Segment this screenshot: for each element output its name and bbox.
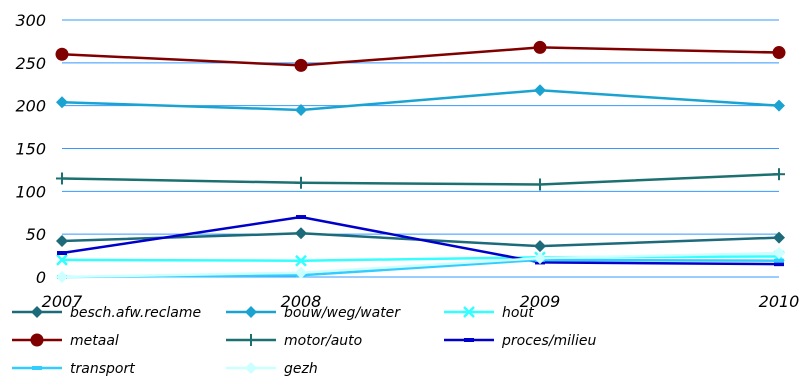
data-point	[534, 240, 546, 253]
series-line	[61, 215, 780, 266]
y-tick-label: 100	[15, 182, 46, 201]
data-point	[56, 172, 68, 185]
series-7	[56, 247, 785, 283]
data-point	[295, 227, 307, 240]
legend-marker	[464, 338, 474, 342]
legend-marker	[245, 334, 257, 346]
series-line	[61, 255, 780, 262]
data-point	[295, 266, 307, 279]
data-point	[295, 254, 307, 267]
series-3	[55, 40, 786, 72]
data-point	[773, 247, 785, 260]
data-point	[55, 47, 69, 61]
legend-item: bouw/weg/water	[226, 305, 401, 321]
y-tick-label: 50	[26, 225, 46, 244]
x-tick-label: 2009	[520, 292, 561, 311]
data-point	[533, 40, 547, 54]
legend-item: transport	[12, 361, 135, 377]
data-point	[772, 46, 786, 60]
legend: besch.afw.reclame bouw/weg/water hout metaa…	[12, 305, 596, 377]
data-point	[56, 271, 68, 283]
series-line	[61, 46, 780, 67]
y-tick-label: 250	[15, 54, 46, 73]
series-4	[56, 168, 785, 191]
data-point	[774, 258, 784, 263]
data-point	[56, 96, 68, 109]
legend-marker	[31, 306, 43, 318]
legend-label: metaal	[70, 333, 119, 349]
series-lines	[55, 40, 786, 283]
y-tick-label: 150	[15, 140, 46, 159]
legend-marker	[30, 333, 44, 347]
legend-label: bouw/weg/water	[284, 305, 401, 321]
legend-label: proces/milieu	[501, 333, 596, 349]
data-point	[56, 235, 68, 248]
series-line	[61, 258, 780, 279]
legend-marker	[245, 306, 257, 318]
legend-label: transport	[70, 361, 135, 377]
y-axis-ticks: 0 50 100 150 200 250 300	[15, 11, 46, 287]
x-axis-ticks: 2007 2008 2009 2010	[42, 292, 800, 311]
data-point	[773, 99, 785, 112]
data-point	[295, 176, 307, 189]
series-line	[61, 88, 780, 112]
data-point	[534, 252, 546, 265]
legend-label: motor/auto	[284, 333, 362, 349]
data-point	[56, 253, 68, 266]
legend-marker	[32, 366, 42, 370]
legend-item: besch.afw.reclame	[12, 305, 201, 321]
legend-label: besch.afw.reclame	[70, 305, 201, 321]
legend-label: hout	[502, 305, 534, 321]
y-tick-label: 200	[15, 97, 46, 116]
legend-item: metaal	[12, 333, 119, 349]
data-point	[294, 58, 308, 72]
series-line	[61, 172, 780, 186]
legend-label: gezh	[284, 361, 318, 377]
legend-marker	[245, 362, 257, 374]
series-1	[56, 84, 785, 116]
series-line	[61, 251, 780, 279]
legend-marker	[463, 306, 475, 318]
y-tick-label: 0	[36, 268, 46, 287]
x-tick-label: 2008	[281, 292, 322, 311]
legend-item: proces/milieu	[444, 333, 596, 349]
data-point	[774, 262, 784, 267]
y-tick-label: 300	[15, 11, 46, 30]
data-point	[773, 168, 785, 181]
legend-item: motor/auto	[226, 333, 362, 349]
data-point	[57, 251, 67, 256]
data-point	[534, 178, 546, 191]
data-point	[773, 231, 785, 244]
x-tick-label: 2010	[759, 292, 800, 311]
legend-item: hout	[444, 305, 534, 321]
x-tick-label: 2007	[42, 292, 84, 311]
data-point	[534, 84, 546, 97]
data-point	[295, 103, 307, 116]
legend-item: gezh	[226, 361, 318, 377]
data-point	[296, 215, 306, 220]
